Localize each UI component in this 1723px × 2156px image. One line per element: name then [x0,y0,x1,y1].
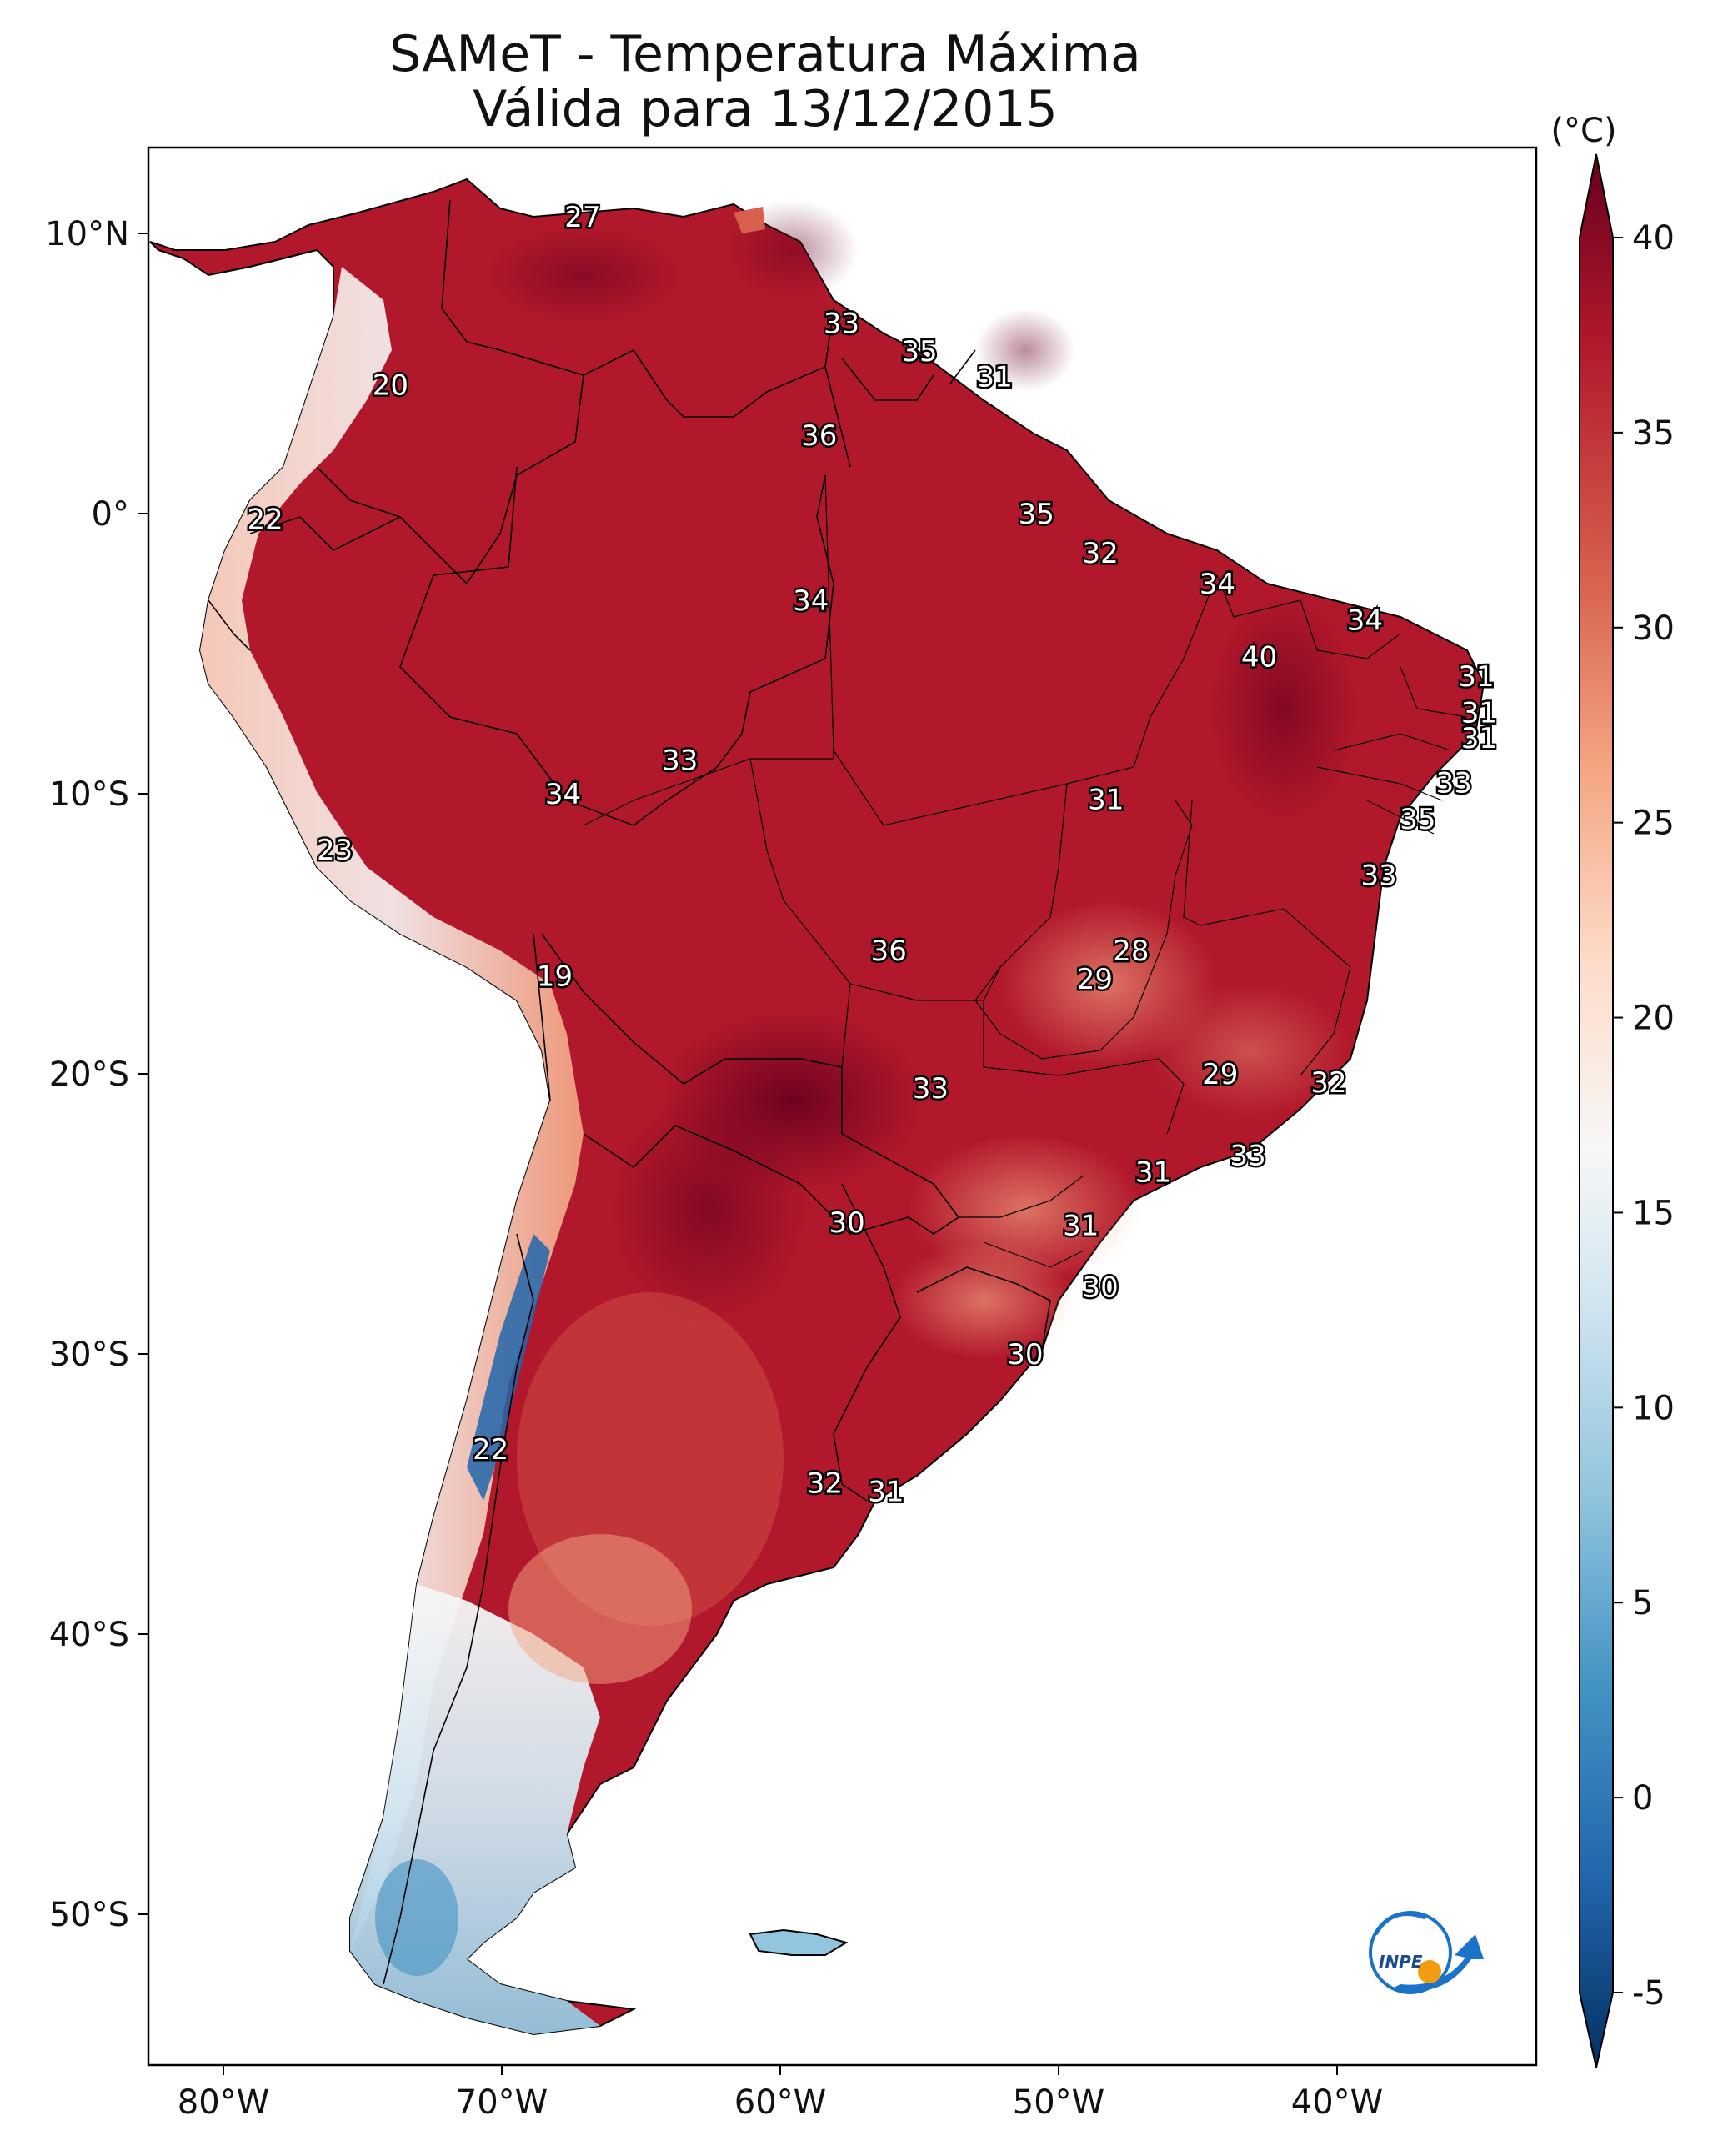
station-value-label: 34 [545,778,581,811]
station-value-label: 36 [801,419,837,453]
colorbar: (°C) 40 35 30 25 20 15 10 5 0 -5 [1550,112,1675,2068]
station-value-label: 32 [1310,1066,1346,1100]
station-value-label: 30 [1082,1271,1118,1304]
lat-label: 10°S [49,775,129,814]
station-value-label: 34 [1347,604,1383,638]
colorbar-tick-label: 0 [1632,1779,1653,1818]
station-value-label: 22 [473,1433,508,1467]
station-value-label: 40 [1241,640,1277,674]
axis-labels: 80°W 70°W 60°W 50°W 40°W 10°N 0° 10°S 20°S 30°S 40… [45,215,1383,2122]
station-value-label: 33 [1436,767,1472,800]
station-value-label: 36 [871,935,907,968]
station-value-label: 32 [807,1467,843,1501]
colorbar-tick-label: 35 [1632,414,1675,453]
map-title: SAMeT - Temperatura Máxima [389,25,1141,83]
station-value-label: 19 [537,960,573,993]
station-value-label: 28 [1113,935,1149,968]
station-value-label: 31 [1135,1156,1171,1190]
station-value-label: 20 [373,369,408,402]
station-value-label: 33 [1360,859,1396,892]
state-borders [583,474,1468,1268]
country-borders [208,199,1051,1985]
station-value-label: 33 [662,745,698,778]
lat-label: 40°S [49,1616,129,1654]
lat-label: 20°S [49,1055,129,1094]
falkland-islands [749,1928,849,1956]
colorbar-tick-label: 30 [1632,609,1675,648]
station-value-label: 34 [793,584,829,618]
station-value-label: 33 [913,1072,949,1106]
lat-label: 10°N [45,215,129,253]
station-value-label: 30 [1007,1338,1043,1371]
colorbar-tick-label: 5 [1632,1584,1653,1622]
colorbar-unit: (°C) [1550,112,1616,150]
lon-label: 40°W [1291,2083,1383,2122]
station-value-label: 35 [1019,498,1054,531]
inpe-logo: INPE [1369,1911,1484,1994]
colorbar-tick-label: 40 [1632,219,1675,258]
station-value-label: 29 [1077,963,1113,996]
station-value-label: 30 [829,1206,865,1240]
colorbar-body [1579,153,1614,2068]
station-value-label: 31 [1458,660,1494,694]
lat-label: 30°S [49,1336,129,1374]
lat-label: 0° [92,495,129,534]
station-value-label: 27 [564,201,600,234]
station-value-label: 34 [1200,568,1235,601]
station-value-label: 31 [868,1476,904,1509]
station-value-label: 31 [1461,697,1497,730]
station-value-label: 23 [317,834,353,867]
station-value-label: 35 [1400,803,1435,836]
station-value-label: 31 [977,360,1013,394]
colorbar-tick-label: 25 [1632,805,1675,843]
station-value-label: 33 [824,308,859,341]
colorbar-tick-label: -5 [1632,1974,1665,2013]
station-value-label: 29 [1202,1058,1238,1091]
station-value-label: 31 [1461,722,1497,755]
colorbar-tick-label: 20 [1632,1000,1675,1038]
station-value-label: 31 [1063,1209,1099,1242]
station-value-label: 33 [1230,1139,1265,1172]
lon-label: 70°W [456,2083,548,2122]
lat-label: 50°S [49,1896,129,1934]
station-value-label: 31 [1088,784,1124,817]
station-value-label: 22 [247,504,283,537]
svg-text:INPE: INPE [1379,1952,1423,1972]
lon-label: 80°W [178,2083,269,2122]
colorbar-tick-label: 15 [1632,1194,1675,1232]
lon-label: 60°W [734,2083,826,2122]
station-value-label: 32 [1082,537,1118,570]
station-value-label: 35 [901,335,937,369]
map-subtitle: Válida para 13/12/2015 [473,80,1058,138]
lon-label: 50°W [1013,2083,1104,2122]
colorbar-tick-label: 10 [1632,1389,1675,1427]
